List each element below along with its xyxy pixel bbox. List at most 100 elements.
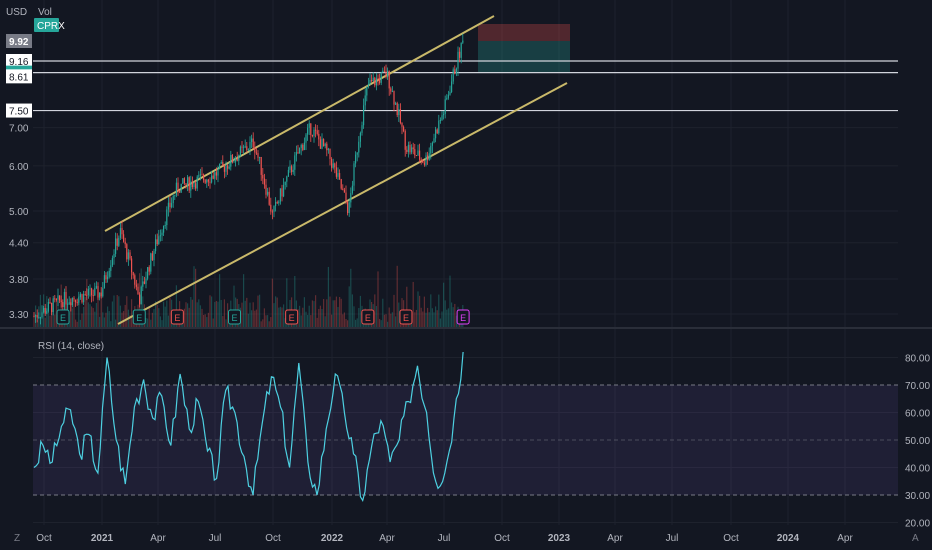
volume-bar — [54, 314, 56, 328]
volume-bar — [259, 294, 261, 328]
volume-bar — [243, 274, 245, 328]
position-loss-zone[interactable] — [478, 24, 570, 41]
candle-body — [57, 295, 59, 300]
time-tick-label: Oct — [36, 533, 52, 544]
candle-body — [39, 317, 41, 319]
volume-bar — [276, 297, 278, 328]
volume-bar — [412, 281, 414, 328]
earnings-marker-box — [170, 309, 184, 325]
volume-bar — [108, 311, 110, 328]
candle-body — [115, 238, 117, 254]
volume-bar — [257, 295, 259, 328]
volume-bar — [119, 305, 121, 328]
earnings-marker: E — [399, 309, 413, 325]
volume-bar — [70, 298, 72, 328]
volume-bar — [335, 296, 337, 328]
candle-body — [279, 188, 281, 202]
volume-bar — [265, 315, 267, 328]
time-axis[interactable]: Oct 2021 Apr Jul Oct 2022 Apr Jul Oct 2023 Apr Jul O… — [36, 533, 853, 544]
candle-body — [52, 298, 54, 313]
candle-body — [70, 302, 72, 306]
candle-body — [398, 109, 400, 116]
candle-body — [151, 253, 153, 261]
candle-body — [257, 153, 259, 158]
time-tick-label: Jul — [209, 533, 222, 544]
price-tick-label: 4.40 — [9, 239, 29, 250]
volume-bar — [383, 314, 385, 328]
volume-bar — [326, 299, 328, 328]
candle-body — [323, 139, 325, 147]
volume-bar — [273, 303, 275, 328]
volume-bar — [81, 313, 83, 328]
currency-label: USD — [6, 7, 27, 18]
volume-bar — [107, 306, 109, 328]
candle-body — [316, 130, 318, 134]
auto-scale-icon[interactable]: A — [912, 533, 919, 544]
candle-body — [339, 173, 341, 179]
time-tick-label: 2021 — [91, 533, 114, 544]
zoom-icon[interactable]: Z — [14, 533, 20, 544]
channel-lower-line[interactable] — [117, 82, 568, 325]
volume-bar — [159, 316, 161, 328]
volume-bar — [91, 306, 93, 328]
candle-body — [427, 155, 429, 160]
volume-bar — [155, 301, 157, 328]
volume-bar — [420, 307, 422, 328]
candle-body — [417, 150, 419, 156]
candle-body — [241, 146, 243, 148]
volume-bar — [302, 307, 304, 328]
volume-bar — [214, 302, 216, 328]
candle-body — [103, 275, 105, 289]
volume-bar — [415, 309, 417, 328]
time-tick-label: Apr — [837, 533, 853, 544]
earnings-marker: E — [56, 309, 70, 325]
candle-body — [252, 138, 254, 148]
candle-body — [404, 130, 406, 150]
channel-upper-line[interactable] — [104, 15, 495, 232]
volume-bar — [411, 321, 413, 328]
candle-body — [41, 312, 43, 318]
horizontal-levels[interactable] — [33, 60, 898, 112]
position-profit-zone[interactable] — [478, 41, 570, 72]
time-tick-label: Apr — [150, 533, 166, 544]
candle-body — [79, 294, 81, 298]
candle-body — [43, 307, 45, 313]
candle-body — [395, 103, 397, 105]
earnings-marker-box — [285, 309, 299, 325]
candle-body — [379, 78, 381, 83]
volume-bar — [158, 308, 160, 328]
candle-body — [452, 69, 454, 82]
candle-body — [91, 288, 93, 296]
price-tick-label: 3.30 — [9, 310, 29, 321]
candle-body — [305, 134, 307, 143]
volume-bar — [350, 268, 352, 328]
volume-bar — [73, 299, 75, 328]
candle-body — [443, 113, 445, 116]
ticker-badge[interactable] — [34, 18, 59, 32]
volume-bar — [102, 312, 104, 328]
earnings-marker-box — [361, 309, 375, 325]
candle-body — [374, 77, 376, 86]
volume-bar — [419, 295, 421, 328]
volume-bar — [89, 304, 91, 328]
volume-bar — [111, 301, 113, 328]
grid-lines — [33, 0, 898, 525]
candle-body — [183, 178, 185, 184]
candle-body — [380, 72, 382, 83]
volume-bar — [113, 295, 115, 328]
candle-body — [199, 174, 201, 176]
candle-body — [457, 51, 459, 69]
volume-bar — [36, 319, 38, 328]
time-tick-label: 2024 — [777, 533, 800, 544]
candle-body — [131, 258, 133, 273]
volume-bar — [388, 307, 390, 328]
candle-body — [49, 302, 51, 304]
time-tick-label: 2022 — [321, 533, 344, 544]
candle-body — [220, 162, 222, 164]
candle-body — [123, 234, 125, 242]
rsi-title[interactable]: RSI (14, close) — [38, 341, 104, 352]
ticker-label[interactable]: CPRX — [37, 21, 65, 32]
volume-bar — [435, 306, 437, 328]
